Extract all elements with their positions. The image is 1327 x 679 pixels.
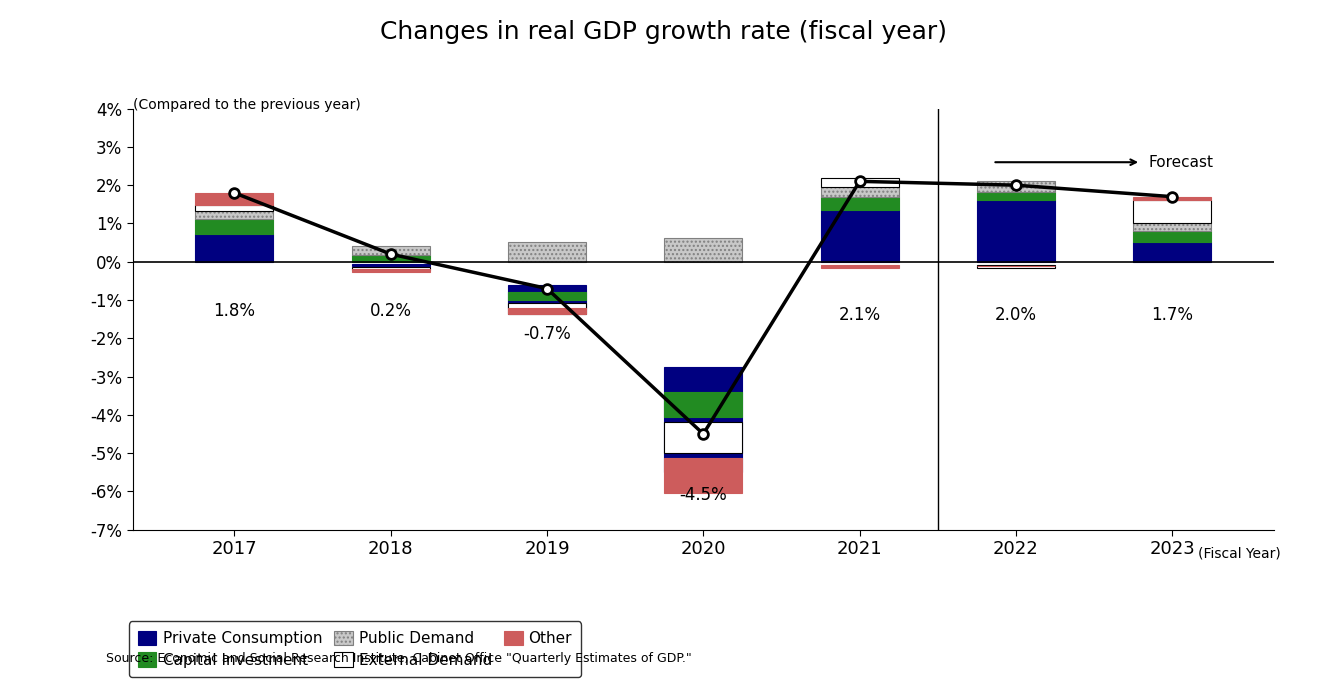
Bar — [195, 219, 273, 234]
Bar — [820, 187, 898, 198]
Bar — [665, 458, 742, 493]
Bar — [1133, 200, 1212, 223]
Bar — [977, 192, 1055, 200]
Bar — [665, 422, 742, 453]
Text: (Compared to the previous year): (Compared to the previous year) — [133, 98, 361, 113]
Bar — [820, 179, 898, 187]
Bar — [195, 234, 273, 261]
Bar — [508, 303, 587, 314]
Text: 2.1%: 2.1% — [839, 306, 881, 324]
Bar — [977, 200, 1055, 261]
Bar — [195, 193, 273, 206]
Bar — [352, 267, 430, 270]
Bar — [508, 293, 587, 300]
Bar — [508, 308, 587, 314]
Text: 1.7%: 1.7% — [1152, 306, 1193, 324]
Bar — [1133, 242, 1212, 261]
Bar — [665, 238, 742, 261]
Bar — [977, 265, 1055, 268]
Bar — [195, 206, 273, 211]
Bar — [820, 210, 898, 261]
Text: 2.0%: 2.0% — [995, 306, 1036, 324]
Bar — [977, 181, 1055, 192]
Bar — [820, 265, 898, 268]
Bar — [352, 246, 430, 255]
Bar — [508, 285, 587, 308]
Bar — [665, 367, 742, 472]
Bar — [1133, 223, 1212, 231]
Text: 1.8%: 1.8% — [214, 302, 255, 320]
Text: -4.5%: -4.5% — [679, 485, 727, 504]
Bar — [508, 242, 587, 261]
Bar — [1133, 231, 1212, 242]
Legend: Private Consumption, Capital Investment, Public Demand, External Demand, Other: Private Consumption, Capital Investment,… — [129, 621, 581, 677]
Text: Changes in real GDP growth rate (fiscal year): Changes in real GDP growth rate (fiscal … — [380, 20, 947, 44]
Bar — [820, 198, 898, 210]
Bar — [1133, 197, 1212, 200]
Text: 0.2%: 0.2% — [370, 302, 411, 320]
Bar — [665, 392, 742, 417]
Text: Forecast: Forecast — [1149, 155, 1214, 170]
Bar — [195, 211, 273, 219]
Bar — [977, 265, 1055, 266]
Bar — [352, 255, 430, 261]
Text: -0.7%: -0.7% — [523, 325, 571, 343]
Bar — [352, 263, 430, 265]
Bar — [352, 270, 430, 272]
Text: (Fiscal Year): (Fiscal Year) — [1198, 547, 1281, 561]
Text: Source: Economic and Social Research Institute, Cabinet Office "Quarterly Estima: Source: Economic and Social Research Ins… — [106, 653, 691, 665]
